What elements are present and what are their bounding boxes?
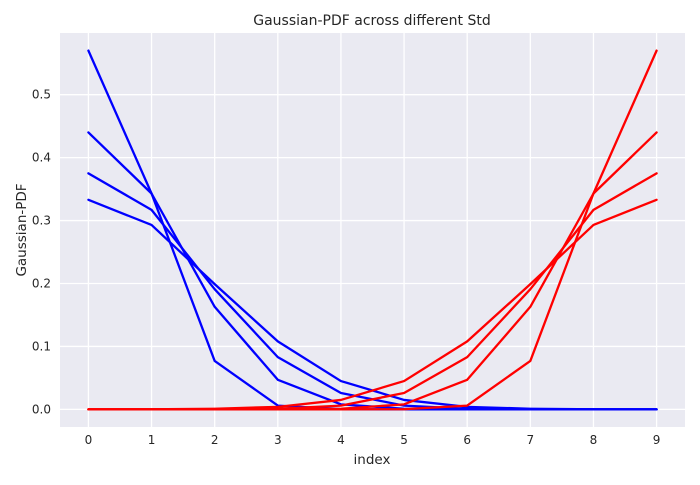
y-tick-label: 0.0 — [32, 402, 51, 416]
red-series-line-8 — [87, 198, 658, 411]
x-tick-label: 4 — [337, 433, 345, 447]
x-tick-label: 2 — [211, 433, 219, 447]
x-tick-label: 8 — [590, 433, 598, 447]
x-tick-label: 7 — [527, 433, 535, 447]
y-tick-label: 0.5 — [32, 88, 51, 102]
y-tick-label: 0.3 — [32, 214, 51, 228]
x-tick-label: 6 — [463, 433, 471, 447]
y-tick-label: 0.4 — [32, 151, 51, 165]
x-tick-label: 3 — [274, 433, 282, 447]
y-tick-labels: 0.0 0.1 0.2 0.3 0.4 0.5 — [32, 88, 51, 417]
series-layer — [87, 49, 658, 411]
y-tick-label: 0.2 — [32, 276, 51, 290]
plot-area — [60, 33, 685, 427]
chart-title: Gaussian-PDF across different Std — [253, 13, 491, 29]
x-tick-label: 5 — [400, 433, 408, 447]
x-tick-label: 1 — [148, 433, 156, 447]
x-tick-label: 0 — [85, 433, 93, 447]
y-axis-title: Gaussian-PDF — [14, 183, 30, 276]
x-axis-title: index — [354, 452, 391, 468]
y-tick-label: 0.1 — [32, 339, 51, 353]
x-tick-label: 9 — [653, 433, 661, 447]
x-tick-labels: 0 1 2 3 4 5 6 7 8 9 — [85, 433, 661, 447]
